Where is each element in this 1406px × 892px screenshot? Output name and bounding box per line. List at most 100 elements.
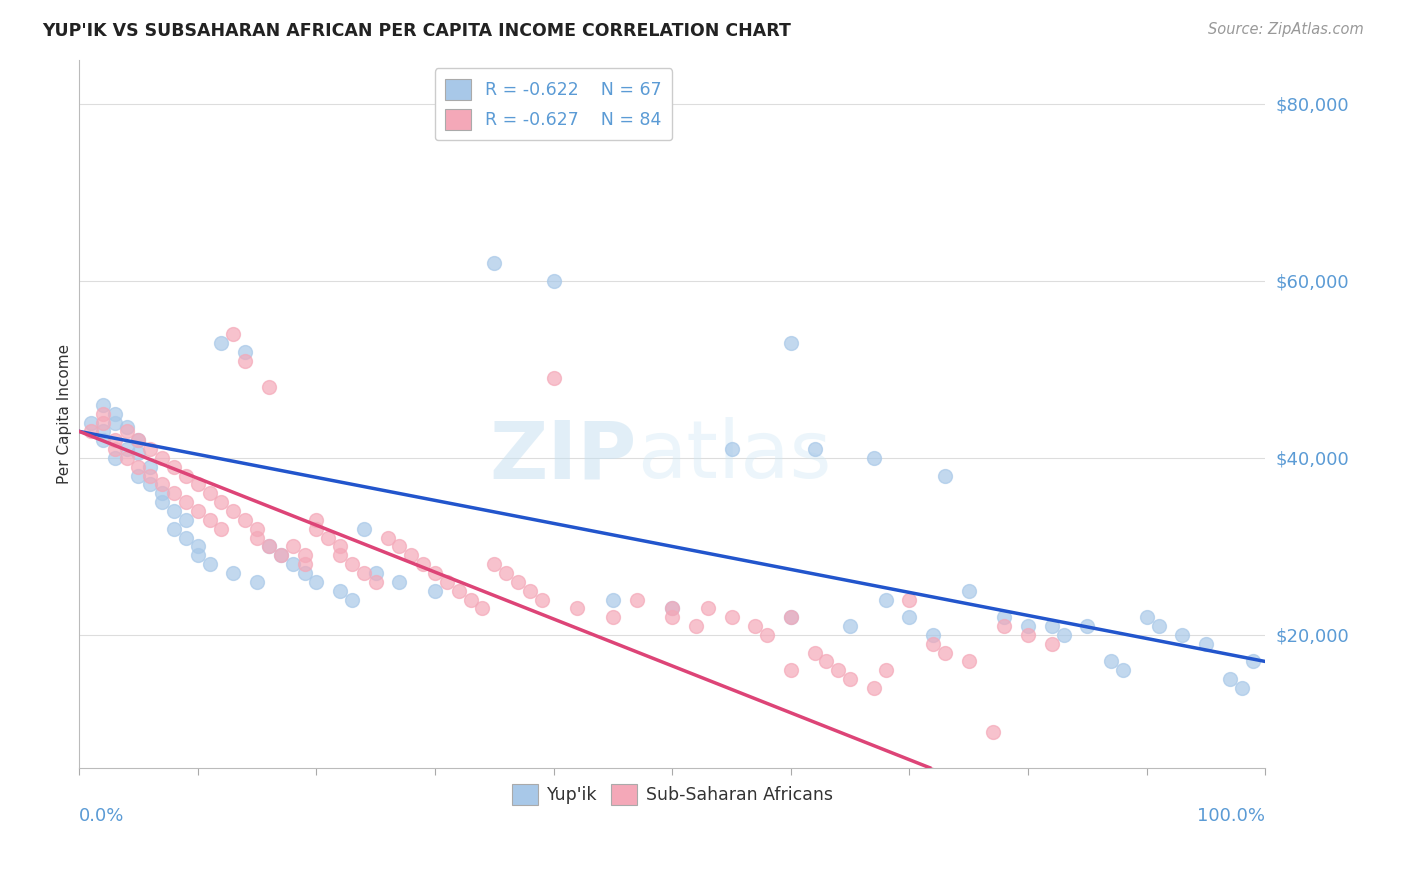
Point [270,549,292,563]
Point [744,619,766,633]
Point [150,450,173,465]
Point [294,549,316,563]
Point [340,557,363,571]
Point [329,549,352,563]
Point [91,434,114,448]
Point [1230,681,1253,695]
Point [198,513,221,527]
Point [626,592,648,607]
Point [922,628,945,642]
Point [127,459,149,474]
Point [863,450,886,465]
Point [1136,610,1159,624]
Point [898,610,921,624]
Text: 0.0%: 0.0% [79,806,125,824]
Point [222,566,245,580]
Point [602,592,624,607]
Point [756,628,779,642]
Point [163,522,186,536]
Point [1099,655,1122,669]
Point [1040,619,1063,633]
Point [377,531,399,545]
Point [187,504,209,518]
Point [270,549,292,563]
Point [863,681,886,695]
Point [981,725,1004,739]
Point [875,592,897,607]
Point [661,601,683,615]
Point [115,420,138,434]
Point [993,610,1015,624]
Point [115,450,138,465]
Point [246,574,269,589]
Point [412,557,434,571]
Point [1076,619,1098,633]
Point [127,446,149,460]
Point [257,380,280,394]
Point [163,486,186,500]
Point [436,574,458,589]
Point [91,425,114,439]
Text: 100.0%: 100.0% [1198,806,1265,824]
Point [364,566,387,580]
Point [934,468,956,483]
Point [187,477,209,491]
Point [388,540,411,554]
Point [423,583,446,598]
Point [91,398,114,412]
Point [281,540,304,554]
Point [150,477,173,491]
Point [803,646,825,660]
Point [934,646,956,660]
Point [922,637,945,651]
Point [779,610,801,624]
Point [1017,628,1039,642]
Point [661,601,683,615]
Point [685,619,707,633]
Point [1053,628,1076,642]
Point [875,664,897,678]
Point [222,504,245,518]
Point [222,326,245,341]
Point [115,442,138,456]
Point [779,610,801,624]
Legend: Yup'ik, Sub-Saharan Africans: Yup'ik, Sub-Saharan Africans [505,777,839,812]
Point [257,540,280,554]
Point [187,549,209,563]
Point [80,416,103,430]
Point [720,442,742,456]
Point [104,407,127,421]
Point [294,557,316,571]
Point [163,459,186,474]
Point [198,557,221,571]
Point [506,574,529,589]
Point [104,450,127,465]
Point [127,468,149,483]
Point [957,583,980,598]
Point [519,583,541,598]
Point [115,425,138,439]
Point [211,522,233,536]
Point [720,610,742,624]
Point [898,592,921,607]
Point [104,416,127,430]
Point [353,566,375,580]
Point [233,513,256,527]
Point [246,522,269,536]
Point [364,574,387,589]
Point [127,434,149,448]
Point [233,353,256,368]
Point [661,610,683,624]
Point [839,619,862,633]
Point [174,531,197,545]
Point [305,522,328,536]
Point [174,513,197,527]
Point [602,610,624,624]
Point [957,655,980,669]
Point [388,574,411,589]
Point [174,495,197,509]
Point [104,442,127,456]
Point [257,540,280,554]
Point [423,566,446,580]
Point [1243,655,1265,669]
